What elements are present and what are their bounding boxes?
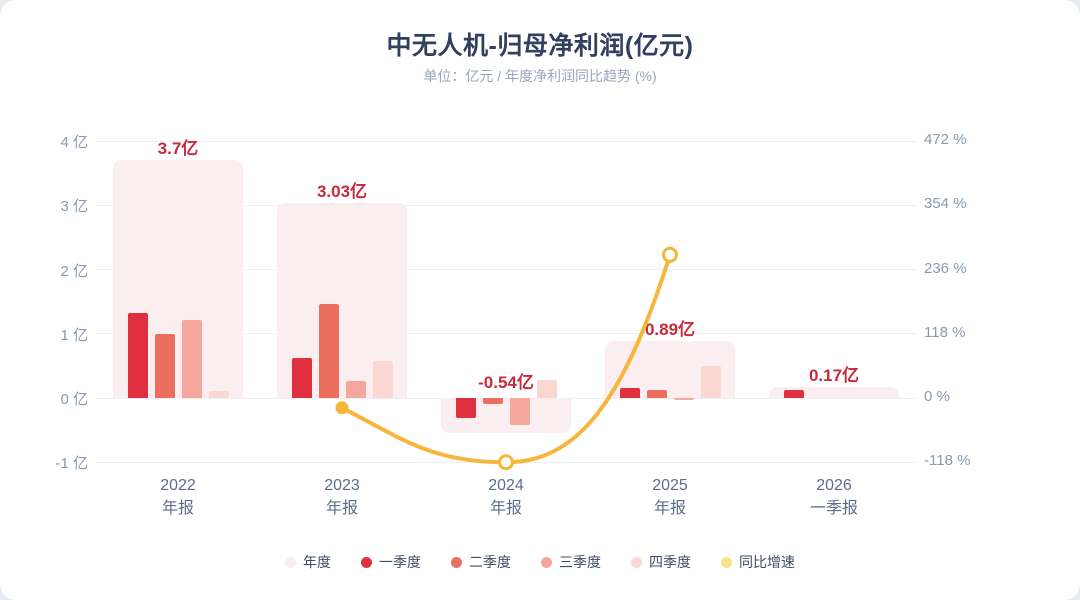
x-axis-label: 2022 年报: [108, 474, 248, 520]
y-axis-label-right: 118 %: [924, 323, 966, 341]
y-axis-label-right: -118 %: [924, 452, 971, 470]
legend-dot: [451, 556, 462, 568]
quarter-bar-q3[interactable]: [182, 320, 202, 398]
quarter-bar-q1[interactable]: [456, 398, 476, 418]
quarter-bar-q4[interactable]: [537, 380, 557, 398]
x-axis-period: 年报: [161, 500, 194, 517]
y-axis-label-left: 4 亿: [60, 134, 88, 151]
legend-dot: [361, 556, 372, 568]
quarter-bar-q2[interactable]: [155, 333, 175, 398]
legend-label: 一季度: [379, 554, 421, 570]
x-axis-label: 2026 一季报: [764, 474, 904, 520]
bar-value-label: 0.17亿: [808, 366, 860, 386]
line-marker: [662, 246, 678, 263]
quarter-bar-q4[interactable]: [701, 365, 721, 398]
quarter-bar-q1[interactable]: [292, 358, 312, 398]
quarter-bar-q1[interactable]: [620, 388, 640, 398]
legend-item-q4[interactable]: 四季度: [631, 552, 691, 572]
x-axis-year: 2023: [324, 477, 360, 494]
legend-item-q1[interactable]: 一季度: [361, 552, 421, 572]
legend-label: 四季度: [649, 554, 691, 570]
y-axis-label-left: 0 亿: [60, 391, 88, 408]
x-axis-period: 年报: [325, 500, 358, 517]
x-axis-label: 2025 年报: [600, 474, 740, 520]
legend-item-q2[interactable]: 二季度: [451, 552, 511, 572]
x-axis-year: 2024: [488, 477, 524, 494]
y-axis-label-left: 2 亿: [60, 262, 88, 280]
legend-label: 年度: [303, 554, 331, 570]
quarter-bar-q3[interactable]: [346, 380, 366, 398]
yoy-line-layer: [335, 246, 678, 471]
chart-subtitle: 单位：亿元 / 年度净利润同比趋势 (%): [423, 68, 657, 84]
grid-line: [96, 140, 916, 142]
yoy-line: [340, 252, 672, 465]
y-axis-label-right: 472 %: [924, 131, 967, 148]
bar-value-label: 3.03亿: [316, 182, 368, 202]
quarter-bar-q3[interactable]: [510, 398, 530, 425]
x-axis-label: 2023 年报: [272, 474, 412, 520]
legend-item-annual[interactable]: 年度: [285, 552, 331, 572]
x-axis-year: 2025: [652, 477, 688, 494]
quarter-bar-q2[interactable]: [483, 398, 503, 404]
quarter-bar-q3[interactable]: [674, 398, 694, 400]
x-axis-period: 一季报: [809, 500, 858, 517]
legend-label: 三季度: [559, 554, 601, 570]
legend-dot: [631, 556, 642, 568]
quarter-bar-q1[interactable]: [784, 389, 804, 398]
y-axis-label-left: -1 亿: [55, 455, 88, 473]
bar-value-label: 0.89亿: [644, 319, 696, 339]
legend-dot: [721, 556, 732, 568]
grid-line: [96, 333, 916, 335]
chart-title: 中无人机-归母净利润(亿元): [386, 32, 694, 60]
grid-line: [96, 269, 916, 270]
x-axis-year: 2026: [816, 477, 852, 494]
y-axis-label-right: 236 %: [924, 259, 967, 277]
x-axis-year: 2022: [160, 477, 196, 494]
quarter-bar-q2[interactable]: [319, 303, 339, 398]
quarter-bar-q4[interactable]: [209, 390, 229, 398]
line-marker: [335, 401, 349, 415]
bar-value-label: -0.54亿: [478, 373, 534, 392]
x-axis-label: 2024 年报: [436, 474, 576, 520]
legend-item-legend_line_dot[interactable]: 同比增速: [721, 552, 795, 572]
y-axis-label-right: 354 %: [924, 195, 967, 213]
quarter-bar-q1[interactable]: [128, 312, 148, 398]
legend-dot: [541, 556, 552, 568]
grid-line: [96, 204, 916, 206]
x-axis-period: 年报: [489, 500, 522, 517]
quarter-bar-q2[interactable]: [647, 389, 667, 398]
legend-item-q3[interactable]: 三季度: [541, 552, 601, 572]
line-marker: [498, 454, 514, 471]
y-axis-label-left: 3 亿: [60, 198, 88, 216]
legend-label: 二季度: [469, 554, 511, 570]
bar-value-label: 3.7亿: [157, 139, 199, 159]
legend-label: 同比增速: [739, 554, 795, 570]
annual-bar[interactable]: [769, 387, 899, 398]
x-axis-period: 年报: [653, 500, 686, 517]
legend: 年度 一季度 二季度 三季度 四季度 同比增速: [0, 552, 1080, 572]
quarter-bar-q4[interactable]: [373, 360, 393, 398]
legend-dot: [285, 556, 296, 568]
y-axis-label-left: 1 亿: [60, 326, 88, 344]
y-axis-label-right: 0 %: [924, 388, 950, 405]
